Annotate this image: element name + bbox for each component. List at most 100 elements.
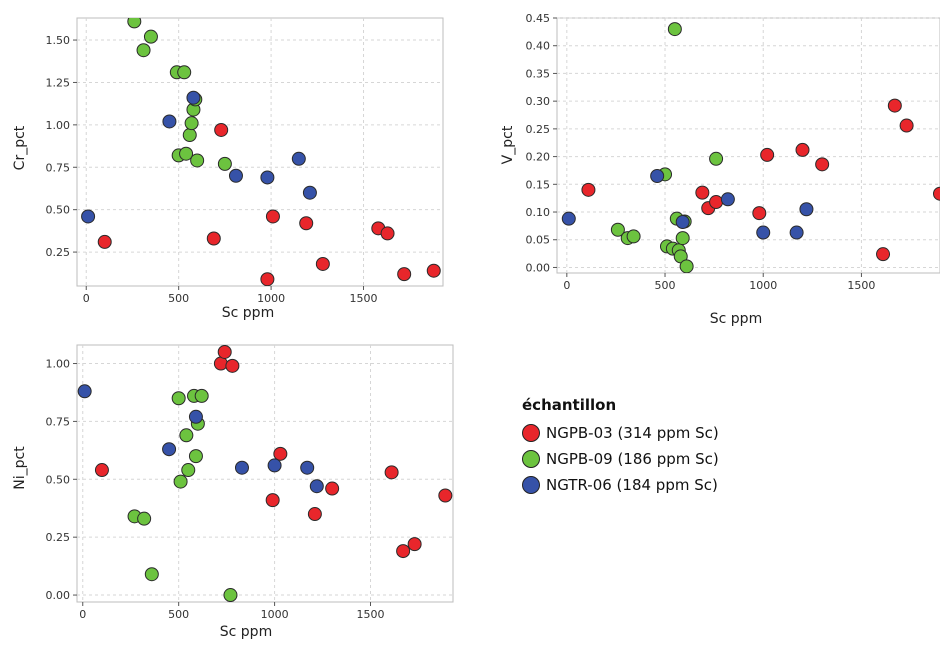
point-ngtr-06 [268, 459, 281, 472]
point-ngtr-06 [261, 171, 274, 184]
x-tick-label: 500 [168, 608, 189, 621]
point-ngpb-03 [207, 232, 220, 245]
scatter-panel-cr-pct: 0 500 1000 1500 0.25 0.50 0.75 1.00 1.25 1.50 Sc p… [12, 15, 443, 321]
point-ngpb-03 [381, 227, 394, 240]
point-ngpb-03 [266, 210, 279, 223]
x-tick-label: 0 [563, 279, 570, 292]
legend: échantillon NGPB-03 (314 ppm Sc) NGPB-09… [522, 396, 719, 498]
x-tick-label: 1500 [350, 292, 378, 305]
legend-entry-ngtr-06: NGTR-06 (184 ppm Sc) [522, 472, 719, 498]
legend-entry-ngpb-03: NGPB-03 (314 ppm Sc) [522, 420, 719, 446]
point-ngpb-09 [145, 568, 158, 581]
point-ngpb-03 [326, 482, 339, 495]
point-ngpb-03 [796, 143, 809, 156]
point-ngpb-03 [888, 99, 901, 112]
y-tick-label: 0.75 [46, 415, 71, 428]
point-ngpb-09 [182, 464, 195, 477]
y-tick-label: 0.00 [46, 589, 71, 602]
y-tick-label: 0.20 [526, 151, 551, 164]
point-ngpb-03 [427, 264, 440, 277]
point-ngpb-03 [95, 464, 108, 477]
y-tick-label: 0.45 [526, 12, 551, 25]
legend-marker-ngpb-03 [522, 424, 540, 442]
y-tick-label: 0.35 [526, 67, 551, 80]
point-ngpb-09 [710, 152, 723, 165]
x-axis-label: Sc ppm [220, 624, 272, 640]
legend-title: échantillon [522, 396, 719, 414]
point-ngpb-03 [408, 538, 421, 551]
y-axis-label: Cr_pct [12, 125, 28, 170]
legend-label-ngpb-03: NGPB-03 (314 ppm Sc) [546, 424, 719, 442]
x-tick-label: 500 [655, 279, 676, 292]
point-ngpb-03 [582, 183, 595, 196]
legend-label-ngtr-06: NGTR-06 (184 ppm Sc) [546, 476, 718, 494]
point-ngpb-03 [439, 489, 452, 502]
point-ngpb-09 [185, 117, 198, 130]
point-ngtr-06 [292, 152, 305, 165]
point-ngpb-03 [816, 158, 829, 171]
point-ngpb-03 [215, 123, 228, 136]
point-ngpb-09 [680, 260, 693, 273]
point-ngtr-06 [189, 410, 202, 423]
y-axis-label: V_pct [500, 125, 516, 164]
point-ngtr-06 [187, 91, 200, 104]
point-ngpb-09 [174, 475, 187, 488]
point-ngpb-03 [316, 257, 329, 270]
point-ngpb-09 [668, 23, 681, 36]
legend-label-ngpb-09: NGPB-09 (186 ppm Sc) [546, 450, 719, 468]
x-tick-label: 500 [168, 292, 189, 305]
y-tick-label: 0.10 [526, 206, 551, 219]
x-axis-label: Sc ppm [710, 311, 762, 327]
point-ngpb-09 [218, 157, 231, 170]
y-tick-label: 1.50 [46, 34, 71, 47]
x-tick-label: 1500 [357, 608, 385, 621]
point-ngtr-06 [235, 461, 248, 474]
point-ngtr-06 [301, 461, 314, 474]
y-tick-label: 0.75 [46, 161, 71, 174]
y-tick-label: 1.00 [46, 358, 71, 371]
point-ngpb-03 [274, 447, 287, 460]
point-ngpb-03 [753, 207, 766, 220]
x-tick-label: 1000 [257, 292, 285, 305]
plot-area [77, 18, 443, 286]
point-ngtr-06 [790, 226, 803, 239]
point-ngpb-09 [178, 66, 191, 79]
point-ngtr-06 [562, 212, 575, 225]
point-ngtr-06 [163, 115, 176, 128]
point-ngpb-03 [761, 148, 774, 161]
scatter-panel-ni-pct: 0 500 1000 1500 0.00 0.25 0.50 0.75 1.00 Sc ppm Ni… [12, 345, 453, 640]
y-tick-label: 0.50 [46, 204, 71, 217]
legend-marker-ngtr-06 [522, 476, 540, 494]
point-ngpb-09 [183, 129, 196, 142]
point-ngpb-03 [385, 466, 398, 479]
y-tick-label: 0.40 [526, 40, 551, 53]
point-ngpb-03 [300, 217, 313, 230]
point-ngtr-06 [303, 186, 316, 199]
point-ngpb-03 [397, 545, 410, 558]
y-tick-label: 0.00 [526, 261, 551, 274]
point-ngpb-03 [266, 494, 279, 507]
point-ngtr-06 [757, 226, 770, 239]
point-ngtr-06 [676, 216, 689, 229]
x-tick-label: 1000 [261, 608, 289, 621]
point-ngpb-03 [261, 273, 274, 286]
point-ngpb-03 [900, 119, 913, 132]
point-ngpb-09 [676, 232, 689, 245]
y-tick-label: 0.25 [46, 531, 71, 544]
point-ngtr-06 [310, 480, 323, 493]
x-tick-label: 1000 [749, 279, 777, 292]
legend-marker-ngpb-09 [522, 450, 540, 468]
x-tick-label: 0 [83, 292, 90, 305]
y-tick-label: 0.30 [526, 95, 551, 108]
x-tick-label: 0 [79, 608, 86, 621]
y-tick-label: 0.50 [46, 473, 71, 486]
y-axis-label: Ni_pct [12, 446, 28, 490]
y-tick-label: 0.05 [526, 234, 551, 247]
point-ngpb-09 [144, 30, 157, 43]
point-ngpb-09 [189, 450, 202, 463]
point-ngpb-09 [191, 154, 204, 167]
point-ngtr-06 [721, 193, 734, 206]
point-ngpb-03 [398, 268, 411, 281]
legend-entry-ngpb-09: NGPB-09 (186 ppm Sc) [522, 446, 719, 472]
